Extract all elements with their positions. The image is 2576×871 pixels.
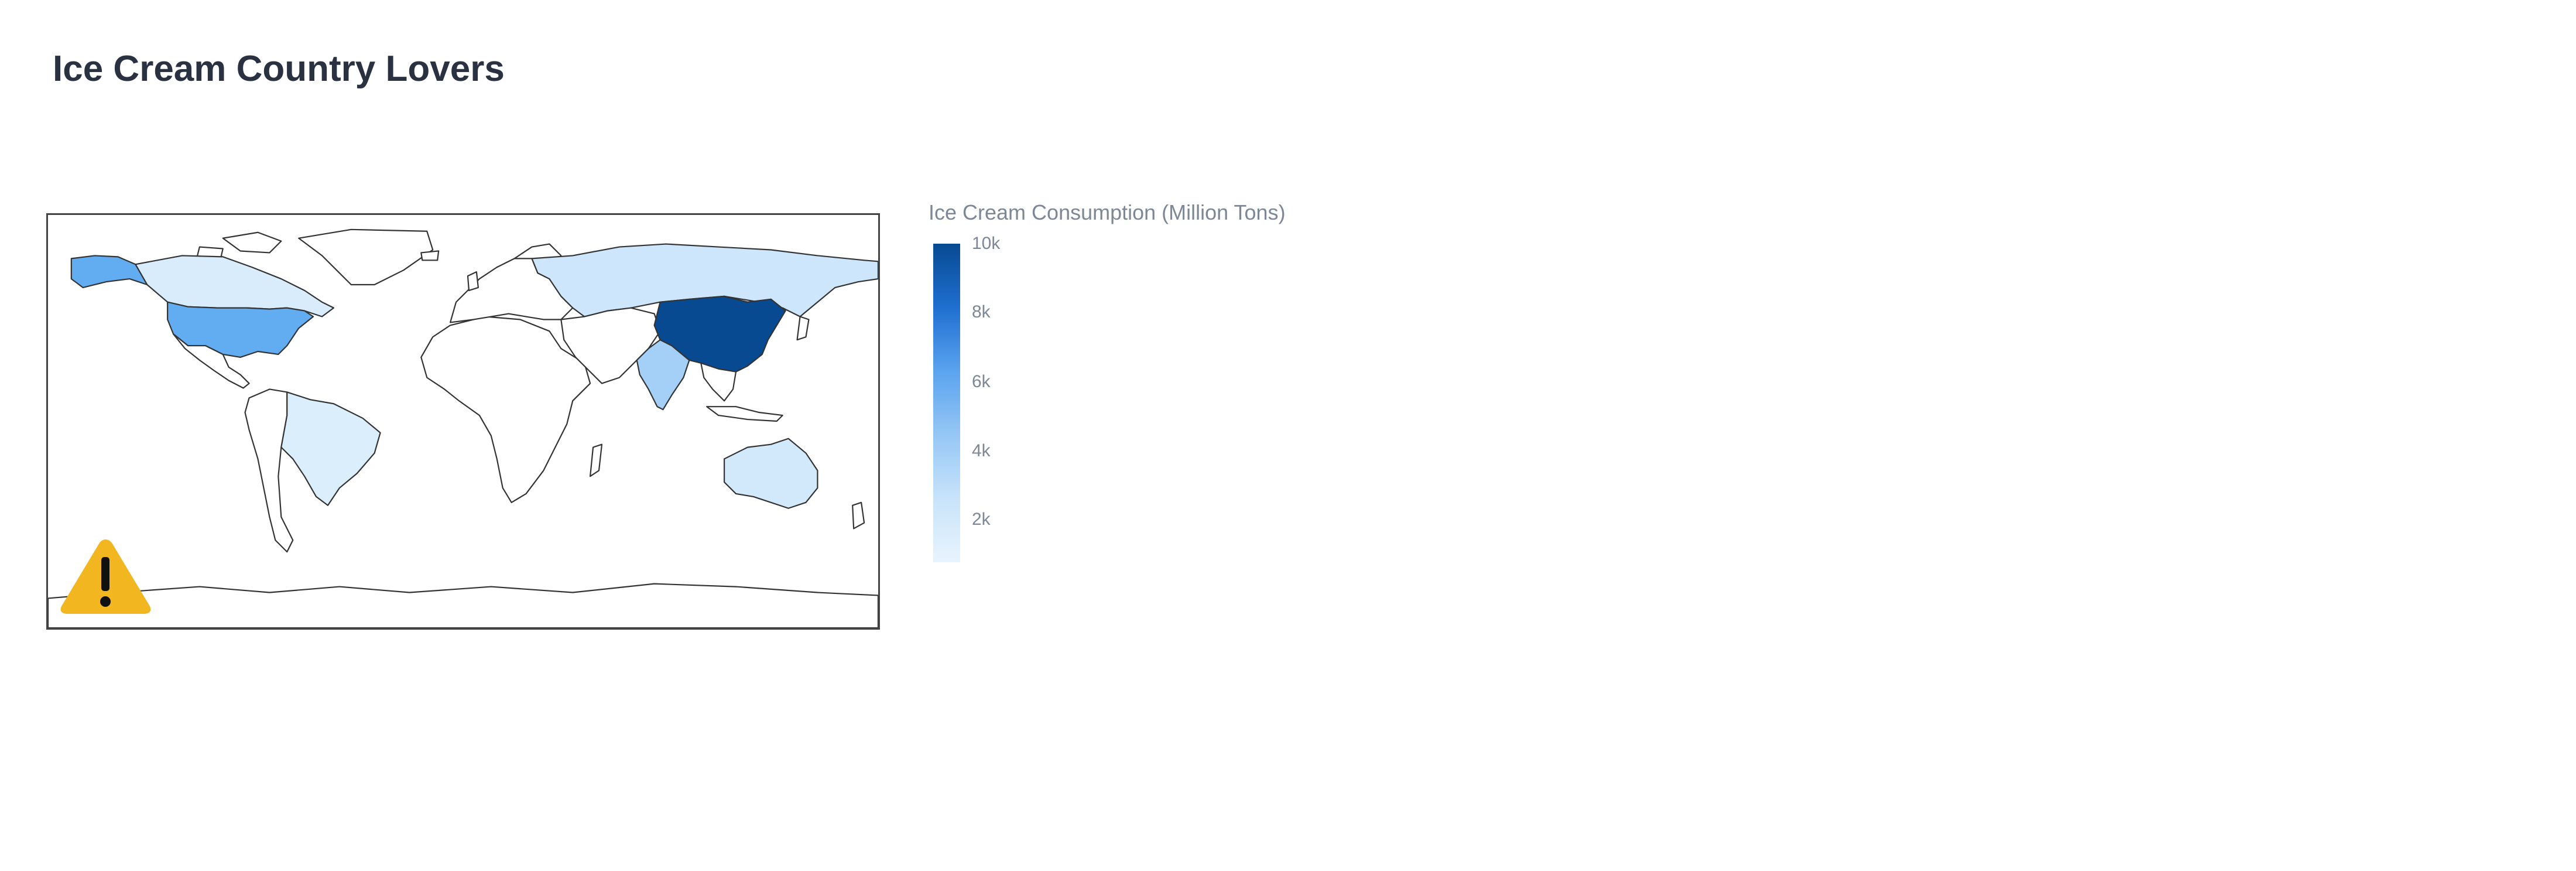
indonesia	[706, 406, 783, 422]
antarctica	[48, 583, 878, 628]
colorbar-title: Ice Cream Consumption (Million Tons)	[929, 200, 1286, 224]
new-zealand	[852, 501, 865, 530]
madagascar	[589, 443, 603, 477]
colorbar-tick: 10k	[972, 234, 1001, 253]
world-map-svg	[48, 228, 878, 628]
warning-triangle-icon	[60, 539, 151, 614]
greenland	[298, 228, 434, 286]
colorbar-tick: 4k	[972, 441, 991, 460]
brazil	[280, 391, 381, 506]
arctic-islands	[222, 231, 282, 254]
china	[653, 295, 786, 373]
page-title: Ice Cream Country Lovers	[53, 49, 505, 89]
australia	[724, 438, 818, 509]
colorbar-tick: 8k	[972, 302, 991, 322]
south-america-west	[244, 388, 294, 553]
southeast-asia	[700, 362, 737, 402]
africa	[420, 316, 591, 503]
alaska	[70, 255, 148, 289]
united-kingdom	[467, 271, 479, 291]
world-map[interactable]	[46, 213, 880, 630]
colorbar	[933, 244, 960, 562]
iceland	[420, 250, 440, 261]
japan	[796, 316, 810, 341]
colorbar-tick: 6k	[972, 372, 991, 391]
mexico	[172, 333, 250, 389]
india	[636, 339, 690, 411]
colorbar-tick: 2k	[972, 510, 991, 529]
